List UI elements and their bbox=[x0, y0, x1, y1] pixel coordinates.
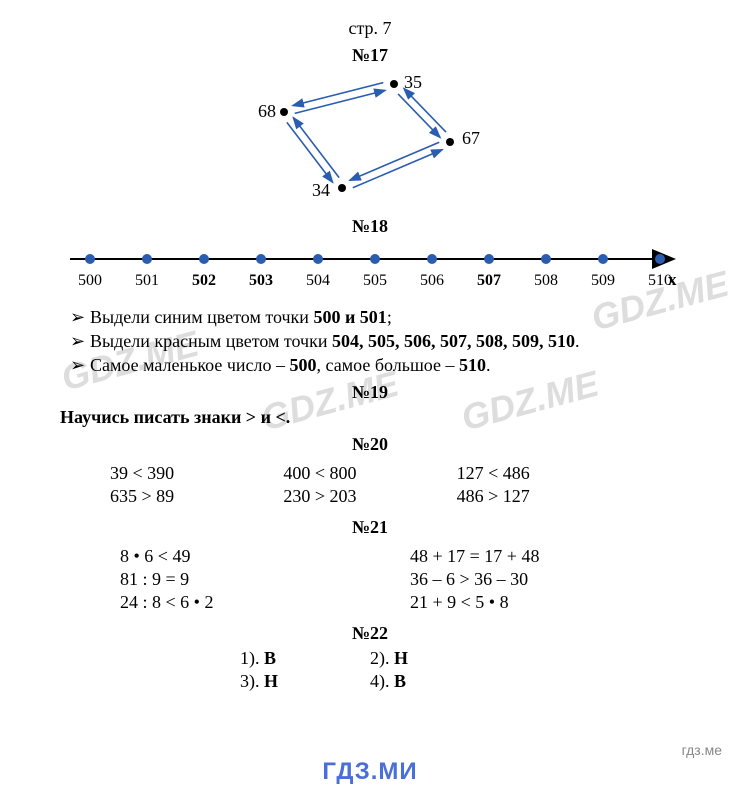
bullet-item: ➢Выдели синим цветом точки 500 и 501; bbox=[70, 307, 690, 328]
page-reference: стр. 7 bbox=[50, 18, 690, 39]
svg-text:34: 34 bbox=[312, 180, 330, 200]
svg-text:506: 506 bbox=[420, 272, 444, 289]
ex22-grid: 1). В2). Н3). Н4). В bbox=[50, 648, 690, 692]
ex22-item: 1). В bbox=[240, 648, 370, 669]
ex19-heading: №19 bbox=[50, 382, 690, 403]
svg-text:x: x bbox=[668, 270, 677, 289]
ex21-heading: №21 bbox=[50, 517, 690, 538]
ex21-cell: 48 + 17 = 17 + 48 bbox=[410, 546, 650, 567]
corner-brand: гдз.ме bbox=[682, 742, 722, 758]
ex20-cell: 230 > 203 bbox=[283, 486, 456, 507]
svg-text:504: 504 bbox=[306, 272, 330, 289]
bullet-arrow-icon: ➢ bbox=[70, 307, 90, 328]
svg-text:35: 35 bbox=[404, 72, 422, 92]
svg-text:508: 508 bbox=[534, 272, 558, 289]
ex21-cell: 24 : 8 < 6 • 2 bbox=[120, 592, 410, 613]
ex22-item: 3). Н bbox=[240, 671, 370, 692]
ex21-cell: 21 + 9 < 5 • 8 bbox=[410, 592, 650, 613]
svg-text:503: 503 bbox=[249, 272, 273, 289]
ex20-column: 127 < 486486 > 127 bbox=[457, 461, 630, 509]
ex21-cell: 36 – 6 > 36 – 30 bbox=[410, 569, 650, 590]
ex20-column: 39 < 390635 > 89 bbox=[110, 461, 283, 509]
ex22-item: 2). Н bbox=[370, 648, 500, 669]
svg-text:500: 500 bbox=[78, 272, 102, 289]
bullet-item: ➢Самое маленькое число – 500, самое боль… bbox=[70, 355, 690, 376]
ex22-item: 4). В bbox=[370, 671, 500, 692]
ex20-cell: 400 < 800 bbox=[283, 463, 456, 484]
bullet-arrow-icon: ➢ bbox=[70, 331, 90, 352]
svg-text:509: 509 bbox=[591, 272, 615, 289]
ex20-cell: 635 > 89 bbox=[110, 486, 283, 507]
ex20-grid: 39 < 390635 > 89400 < 800230 > 203127 < … bbox=[50, 459, 690, 511]
ex20-cell: 127 < 486 bbox=[457, 463, 630, 484]
bullet-arrow-icon: ➢ bbox=[70, 355, 90, 376]
ex18-heading: №18 bbox=[50, 216, 690, 237]
svg-text:501: 501 bbox=[135, 272, 159, 289]
bullet-item: ➢Выдели красным цветом точки 504, 505, 5… bbox=[70, 331, 690, 352]
ex21-cell: 8 • 6 < 49 bbox=[120, 546, 410, 567]
svg-text:67: 67 bbox=[462, 128, 480, 148]
ex20-heading: №20 bbox=[50, 434, 690, 455]
ex22-heading: №22 bbox=[50, 623, 690, 644]
svg-text:68: 68 bbox=[258, 101, 276, 121]
ex20-cell: 486 > 127 bbox=[457, 486, 630, 507]
ex21-cell: 81 : 9 = 9 bbox=[120, 569, 410, 590]
ex18-numberline: 500501502503504505506507508509510x bbox=[60, 241, 680, 301]
ex19-text: Научись писать знаки > и <. bbox=[60, 407, 690, 428]
ex20-cell: 39 < 390 bbox=[110, 463, 283, 484]
ex17-diagram: 68 35 67 34 bbox=[250, 70, 490, 210]
footer-brand: ГДЗ.МИ bbox=[0, 758, 740, 786]
ex20-column: 400 < 800230 > 203 bbox=[283, 461, 456, 509]
ex18-bullets: ➢Выдели синим цветом точки 500 и 501; ➢Вы… bbox=[70, 307, 690, 376]
svg-text:507: 507 bbox=[477, 272, 501, 289]
svg-text:505: 505 bbox=[363, 272, 387, 289]
ex21-grid: 8 • 6 < 4981 : 9 = 924 : 8 < 6 • 2 48 + 1… bbox=[50, 542, 690, 617]
ex17-heading: №17 bbox=[50, 45, 690, 66]
svg-text:502: 502 bbox=[192, 272, 216, 289]
